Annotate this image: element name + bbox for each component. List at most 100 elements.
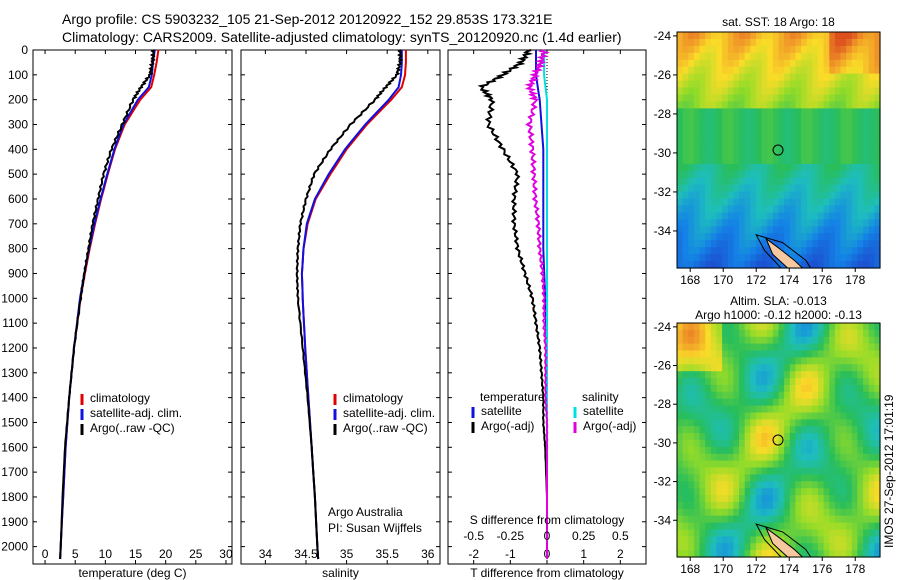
map-cell — [767, 481, 774, 489]
map-cell — [857, 101, 864, 109]
map-cell — [778, 101, 785, 109]
map-cell — [727, 143, 734, 151]
map-cell — [857, 364, 864, 372]
map-cell — [705, 191, 712, 200]
map-cell — [840, 350, 847, 358]
map-cell — [857, 73, 864, 82]
map-cell — [682, 515, 689, 524]
map-cell — [778, 391, 785, 400]
map-cell — [733, 136, 740, 144]
map-cell — [868, 384, 875, 393]
map-cell — [823, 412, 830, 420]
map-cell — [818, 357, 825, 365]
map-cell — [846, 515, 853, 524]
map-cell — [727, 495, 734, 503]
map-cell — [772, 495, 780, 503]
map-cell — [874, 38, 881, 47]
map-cell — [818, 398, 825, 407]
map-cell — [699, 170, 706, 179]
map-cell — [677, 101, 684, 109]
map-cell — [755, 212, 763, 220]
map-cell — [806, 170, 813, 179]
map-cell — [750, 515, 757, 524]
temperature-x-axis-label: temperature (deg C) — [78, 566, 186, 580]
map-cell — [733, 446, 740, 455]
map-cell — [863, 378, 870, 386]
map-cell — [823, 481, 830, 489]
map-cell — [767, 115, 774, 123]
map-cell — [716, 32, 723, 40]
map-cell — [789, 446, 796, 455]
map-cell — [795, 233, 802, 241]
map-cell — [733, 364, 740, 372]
map-cell — [727, 474, 734, 482]
map-cell — [784, 412, 791, 420]
map-cell — [801, 115, 808, 123]
map-cell — [682, 329, 689, 338]
map-cell — [784, 405, 791, 414]
map-cell — [722, 129, 729, 137]
map-cell — [772, 426, 780, 434]
map-cell — [744, 453, 751, 462]
map-x-tick-label: 174 — [779, 562, 799, 576]
map-cell — [806, 94, 813, 102]
map-cell — [710, 94, 717, 102]
map-cell — [716, 453, 723, 462]
map-cell — [705, 433, 712, 441]
map-cell — [806, 150, 813, 158]
x-tick-label: -1 — [505, 547, 516, 561]
map-cell — [744, 488, 751, 496]
map-cell — [716, 495, 723, 503]
map-cell — [795, 184, 802, 193]
map-cell — [739, 508, 746, 517]
map-cell — [851, 136, 858, 144]
map-cell — [851, 80, 858, 89]
map-cell — [806, 536, 813, 544]
map-cell — [693, 219, 701, 227]
map-cell — [823, 508, 830, 517]
map-cell — [868, 240, 875, 248]
map-cell — [795, 73, 802, 82]
sla_map-argo-position-marker — [772, 434, 784, 446]
map-cell — [784, 371, 791, 379]
map-cell — [761, 467, 768, 475]
map-cell — [801, 87, 808, 95]
map-cell — [755, 343, 763, 352]
map-cell — [868, 550, 875, 558]
map-cell — [750, 80, 757, 89]
map-cell — [716, 45, 723, 54]
map-cell — [874, 460, 881, 469]
map-cell — [750, 446, 757, 455]
map-cell — [727, 364, 734, 372]
map-cell — [823, 156, 830, 165]
map-cell — [829, 108, 836, 116]
map-cell — [868, 536, 875, 544]
map-cell — [863, 247, 870, 255]
map-cell — [789, 52, 796, 61]
map-cell — [755, 136, 763, 144]
map-cell — [699, 384, 706, 393]
map-cell — [710, 45, 717, 54]
map-cell — [744, 261, 751, 269]
map-cell — [688, 536, 695, 544]
map-cell — [868, 440, 875, 448]
map-cell — [857, 488, 864, 496]
map-cell — [705, 233, 712, 241]
map-cell — [784, 73, 791, 82]
map-cell — [767, 446, 774, 455]
map-cell — [846, 184, 853, 193]
map-cell — [739, 529, 746, 537]
map-cell — [772, 364, 780, 372]
map-cell — [840, 501, 847, 510]
map-cell — [739, 426, 746, 434]
map-cell — [857, 481, 864, 489]
map-cell — [829, 254, 836, 262]
map-cell — [846, 101, 853, 109]
map-cell — [840, 184, 847, 193]
map-cell — [784, 419, 791, 427]
map-cell — [750, 460, 757, 469]
map-cell — [772, 198, 780, 207]
map-cell — [677, 32, 684, 40]
map-cell — [750, 156, 757, 165]
map-cell — [812, 536, 819, 544]
